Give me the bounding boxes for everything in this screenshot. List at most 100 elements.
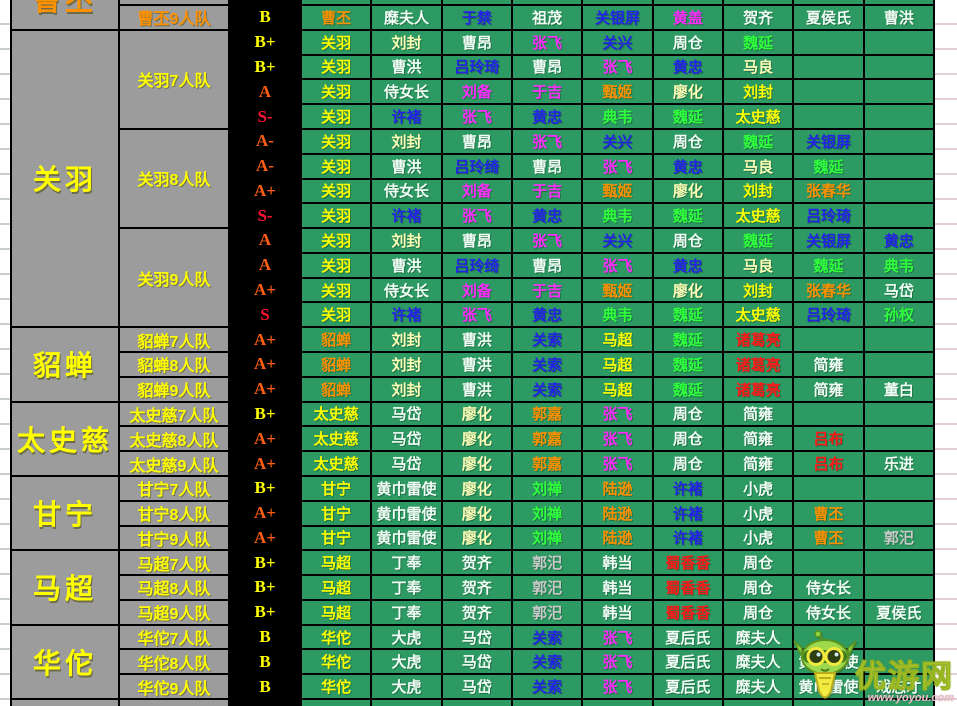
- team-cell: 华佗7人队: [120, 625, 228, 649]
- member-cell: 夏后氏: [653, 675, 722, 698]
- member-cell: 黄巾雷使: [372, 526, 441, 550]
- member-cell: 太史慈: [302, 402, 371, 426]
- member-cell: 侍女长: [372, 80, 441, 104]
- member-cell: 吕玲绮: [442, 154, 511, 178]
- grade-cell: A-: [230, 154, 300, 178]
- member-cell: 丁奉: [372, 600, 441, 624]
- member-cell-empty: [864, 353, 933, 376]
- member-cell: 糜夫人: [724, 625, 793, 649]
- member-cell: 刘封: [372, 377, 441, 401]
- member-cell: 周仓: [724, 576, 793, 599]
- team-label: 马超9人队: [137, 606, 211, 624]
- member-cell: 刘备: [442, 80, 511, 104]
- member-cell: 曹洪: [372, 253, 441, 277]
- member-cell: 刘禅: [513, 476, 582, 500]
- leader-cell: 甘宁: [12, 476, 118, 550]
- member-cell: 黄忠: [653, 253, 722, 277]
- member-cell: 贺齐: [442, 576, 511, 599]
- team-cell: 马超9人队: [120, 600, 228, 624]
- grade-cell-sliver: [230, 700, 300, 706]
- member-cell: 太史慈: [724, 204, 793, 228]
- member-cell: 贺齐: [442, 551, 511, 575]
- member-cell: 马超: [302, 576, 371, 599]
- team-label: 华佗7人队: [137, 631, 211, 649]
- member-cell: 魏延: [653, 204, 722, 228]
- member-cell-sliver: [442, 0, 511, 4]
- member-cell-empty: [794, 30, 863, 54]
- member-cell: 刘备: [442, 179, 511, 203]
- team-label: 曹丕9人队: [137, 11, 211, 29]
- leader-label: 貂蝉: [32, 350, 97, 382]
- member-cell: 张春华: [794, 278, 863, 302]
- team-cell: 太史慈9人队: [120, 452, 228, 475]
- leader-cell: 马超: [12, 551, 118, 624]
- member-cell: 吕玲绮: [442, 253, 511, 277]
- member-cell: 大虎: [372, 625, 441, 649]
- member-cell: 甘宁: [302, 501, 371, 525]
- member-cell: 张飞: [583, 427, 652, 451]
- member-cell: 魏延: [724, 30, 793, 54]
- member-cell: 关羽: [302, 229, 371, 252]
- member-cell-empty: [864, 576, 933, 599]
- grade-cell: B+: [230, 476, 300, 500]
- team-cell: 甘宁7人队: [120, 476, 228, 500]
- member-cell-sliver: [794, 700, 863, 706]
- member-cell: 曹洪: [864, 6, 933, 29]
- member-cell: 关索: [513, 377, 582, 401]
- member-cell: 貂蝉: [302, 353, 371, 376]
- member-cell-empty: [864, 625, 933, 649]
- grade-cell: A: [230, 229, 300, 252]
- leader-label: 关羽: [32, 164, 97, 196]
- member-cell: 祖茂: [513, 6, 582, 29]
- team-label: 太史慈8人队: [129, 432, 219, 450]
- member-cell-empty: [794, 55, 863, 79]
- team-cell: 曹丕9人队: [120, 6, 228, 29]
- member-cell: 廖化: [442, 526, 511, 550]
- member-cell: 戏志才: [864, 675, 933, 698]
- member-cell-empty: [794, 402, 863, 426]
- member-cell: 大虎: [372, 675, 441, 698]
- leader-label: 马超: [32, 573, 97, 605]
- member-cell-empty: [864, 80, 933, 104]
- member-cell: 马超: [302, 551, 371, 575]
- member-cell: 马良: [724, 154, 793, 178]
- member-cell: 韩当: [583, 576, 652, 599]
- member-cell-empty: [864, 154, 933, 178]
- member-cell: 黄忠: [864, 229, 933, 252]
- member-cell: 大虎: [372, 650, 441, 674]
- yoyou-mascot-icon: [793, 630, 857, 699]
- member-cell: 于禁: [442, 6, 511, 29]
- team-label: 甘宁8人队: [137, 507, 211, 525]
- member-cell: 魏延: [653, 377, 722, 401]
- member-cell: 甄姬: [583, 80, 652, 104]
- member-cell: 貂蝉: [302, 377, 371, 401]
- team-cell: 甘宁9人队: [120, 526, 228, 550]
- member-cell: 吕玲琦: [794, 204, 863, 228]
- member-cell: 马岱: [442, 675, 511, 698]
- member-cell: 简雍: [724, 402, 793, 426]
- team-label: 关羽8人队: [137, 172, 211, 190]
- member-cell: 于吉: [513, 278, 582, 302]
- team-cell: 关羽9人队: [120, 229, 228, 327]
- team-cell: 华佗8人队: [120, 650, 228, 674]
- member-cell: 许褚: [653, 526, 722, 550]
- member-cell-empty: [794, 551, 863, 575]
- member-cell: 关索: [513, 353, 582, 376]
- team-label: 太史慈7人队: [129, 407, 219, 425]
- team-label: 马超7人队: [137, 556, 211, 574]
- member-cell: 刘封: [724, 278, 793, 302]
- member-cell: 关羽: [302, 129, 371, 153]
- leader-cell: 曹丕: [12, 0, 118, 29]
- member-cell: 周仓: [653, 229, 722, 252]
- member-cell: 蜀香香: [653, 600, 722, 624]
- grade-cell: S-: [230, 204, 300, 228]
- spreadsheet-right-gutter: [935, 0, 957, 706]
- member-cell: 曹昂: [513, 55, 582, 79]
- member-cell: 曹昂: [442, 30, 511, 54]
- team-label: 貂蝉7人队: [137, 333, 211, 351]
- member-cell: 曹洪: [372, 154, 441, 178]
- member-cell: 关羽: [302, 55, 371, 79]
- member-cell-empty: [864, 179, 933, 203]
- member-cell-empty: [794, 328, 863, 351]
